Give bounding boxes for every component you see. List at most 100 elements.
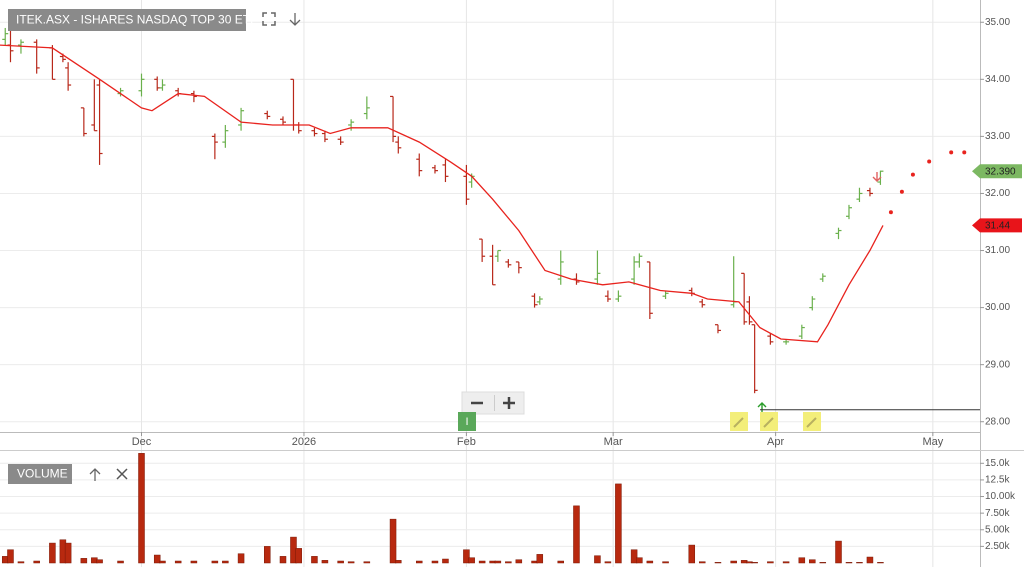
volume-bar (7, 549, 14, 564)
move-up-button[interactable] (89, 468, 101, 481)
forecast-dot (888, 210, 893, 215)
y-tick-label: 29.00 (985, 359, 1010, 370)
volume-title-box (8, 464, 72, 484)
volume-bar (311, 556, 318, 564)
volume-bar (279, 556, 287, 564)
volume-bar (442, 558, 449, 564)
signal-arrows (757, 172, 882, 412)
volume-bar (688, 544, 696, 564)
volume-bar (819, 562, 827, 564)
y-tick-label: 28.00 (985, 416, 1010, 427)
x-tick-label: 2026 (292, 436, 316, 448)
volume-bar (295, 548, 302, 564)
y-tick-label: 2.50k (985, 541, 1010, 552)
volume-bar (604, 561, 612, 564)
grid (0, 0, 980, 567)
close-button[interactable] (116, 468, 128, 480)
volume-bar (714, 562, 722, 564)
y-tick-label: 34.00 (985, 74, 1010, 85)
volume-bar (174, 560, 182, 564)
x-tick-label: Feb (457, 436, 476, 448)
volume-bar (468, 557, 475, 564)
y-tick-label: 10.00k (985, 491, 1016, 502)
y-tick-label: 35.00 (985, 17, 1010, 28)
volume-bar (557, 560, 564, 564)
volume-bar (190, 560, 198, 564)
volume-bar (389, 518, 397, 564)
volume-bar (416, 560, 423, 564)
volume-bar (431, 560, 439, 564)
fullscreen-button[interactable] (262, 12, 276, 26)
volume-bar (630, 549, 638, 564)
move-down-button[interactable] (289, 13, 301, 26)
volume-bar (138, 453, 145, 564)
volume-title: VOLUME (17, 467, 68, 481)
forecast-dot (899, 189, 904, 194)
volume-bar (347, 561, 355, 564)
volume-bar (153, 554, 161, 564)
volume-bar (49, 542, 56, 564)
volume-bar (237, 553, 245, 564)
volume-bar (80, 558, 88, 564)
volume-bar (636, 557, 643, 564)
volume-bar (856, 562, 863, 564)
volume-bar (159, 560, 166, 564)
volume-bar (835, 540, 842, 564)
volume-bar (33, 560, 40, 564)
event-badge[interactable] (458, 412, 476, 431)
volume-bar (337, 560, 344, 564)
note-icons[interactable] (730, 412, 821, 431)
y-tick-label: 33.00 (985, 131, 1010, 142)
volume-bar (698, 561, 706, 564)
chart-title: ITEK.ASX - ISHARES NASDAQ TOP 30 ETF (16, 13, 257, 27)
y-tick-label: 31.00 (985, 245, 1010, 256)
volume-bar (363, 561, 371, 564)
volume-bar (395, 560, 402, 564)
title-box (8, 9, 246, 31)
y-tick-label: 32.00 (985, 188, 1010, 199)
price-tag (972, 218, 1022, 233)
volume-bar (877, 562, 884, 564)
volume-bar (798, 557, 806, 564)
zoom-in-button[interactable] (503, 397, 515, 409)
volume-bar (494, 560, 502, 564)
x-tick-label: Dec (132, 436, 152, 448)
x-tick-label: Apr (767, 436, 784, 448)
volume-bar (264, 546, 271, 564)
volume-bar (211, 560, 219, 564)
volume-bar (505, 561, 512, 564)
volume-bar (463, 549, 470, 564)
volume-bar (321, 560, 329, 564)
volume-bar (536, 554, 544, 564)
forecast-dot (962, 150, 967, 155)
forecast-dot (949, 150, 954, 155)
y-tick-label: 12.5k (985, 475, 1010, 486)
volume-bar (866, 556, 874, 564)
volume-bar (64, 542, 72, 564)
price-tag (972, 164, 1022, 179)
volume-bar (573, 505, 580, 564)
volume-bar (646, 560, 654, 564)
volume-bar (515, 559, 523, 564)
volume-bar (751, 562, 758, 564)
y-tick-label: 5.00k (985, 524, 1010, 535)
event-label: I (465, 416, 468, 428)
volume-bar (478, 560, 486, 564)
volume-bar (782, 561, 790, 564)
x-tick-label: May (922, 436, 943, 448)
volume-bar (730, 560, 737, 564)
volume-bar (96, 559, 103, 564)
marks (0, 22, 967, 564)
price-tag-label: 31.44 (985, 221, 1010, 232)
y-tick-label: 30.00 (985, 302, 1010, 313)
price-tag-label: 32.390 (985, 166, 1016, 177)
volume-bar (845, 562, 853, 564)
y-tick-label: 7.50k (985, 508, 1010, 519)
forecast-dot (910, 172, 915, 177)
volume-bar (767, 561, 774, 564)
volume-bar (594, 555, 601, 564)
volume-bar (662, 561, 669, 564)
volume-bar (222, 560, 229, 564)
